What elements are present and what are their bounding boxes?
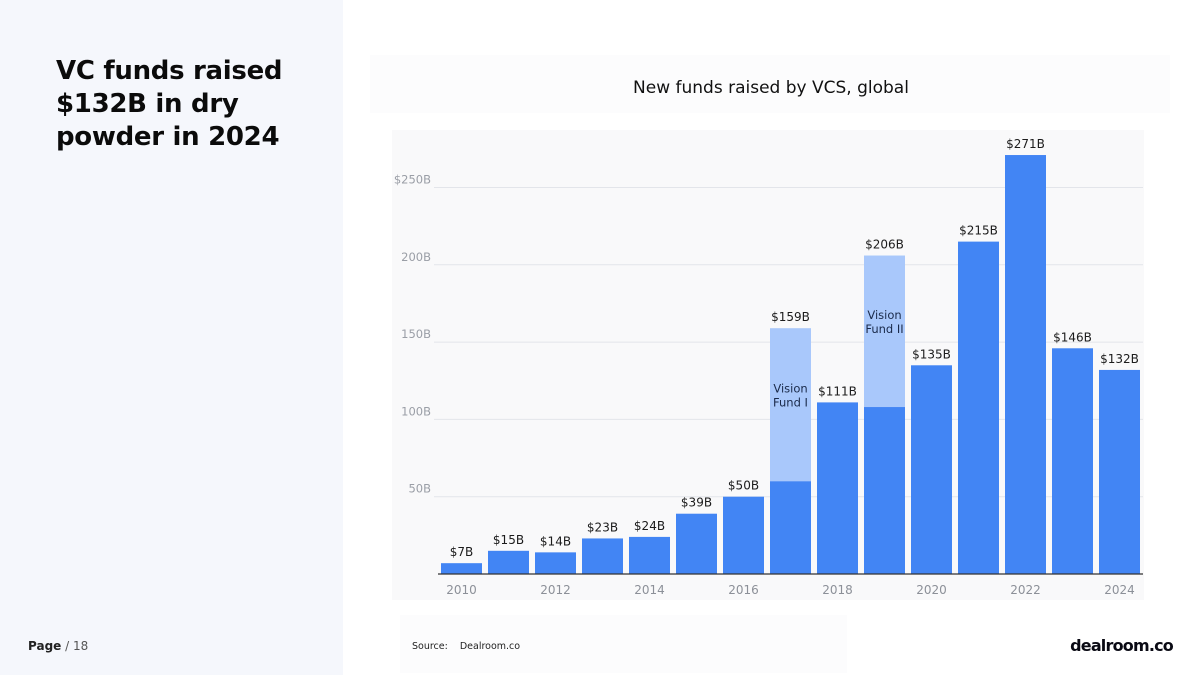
data-label: $159B [771,310,810,324]
data-label: $15B [493,533,524,547]
source-label: Source: [412,641,448,652]
data-label: $39B [681,496,712,510]
bar [1052,348,1093,574]
data-label: $24B [634,519,665,533]
page-number: Page / 18 [28,639,88,653]
dealroom-logo: dealroom.co [1070,636,1174,655]
data-label: $23B [587,520,618,534]
bar [582,538,623,574]
page-headline: VC funds raised $132B in dry powder in 2… [56,56,283,152]
data-label: $7B [450,545,474,559]
segment-label: Vision [773,381,807,395]
chart-title-box [370,55,1170,113]
bar-highlight-segment [864,255,905,408]
data-label: $215B [959,224,998,238]
segment-label: Fund I [773,395,808,409]
data-label: $14B [540,534,571,548]
segment-label: Vision [867,308,901,322]
bar [911,365,952,574]
data-label: $111B [818,384,857,398]
x-tick-label: 2014 [634,583,665,597]
data-label: $271B [1006,137,1045,151]
page-count: / 18 [61,639,89,653]
bar [958,241,999,575]
bar [1005,155,1046,574]
data-label: $135B [912,347,951,361]
x-tick-label: 2022 [1010,583,1041,597]
bar [723,496,764,574]
y-tick-label: 100B [401,404,431,418]
data-label: $50B [728,479,759,493]
x-tick-label: 2016 [728,583,759,597]
bar [770,481,811,574]
x-tick-label: 2024 [1104,583,1135,597]
x-tick-label: 2020 [916,583,947,597]
data-label: $206B [865,238,904,252]
bar [629,536,670,574]
bar [864,407,905,574]
source-note: Source: Dealroom.co [412,641,520,652]
bar [817,402,858,574]
bar [676,513,717,574]
y-tick-label: 200B [401,250,431,264]
left-panel [0,0,343,675]
data-label: $132B [1100,352,1139,366]
bar [535,552,576,574]
y-tick-label: 50B [408,482,431,496]
bar [1099,369,1140,574]
x-tick-label: 2018 [822,583,853,597]
bar-highlight-segment [770,328,811,482]
data-label: $146B [1053,330,1092,344]
x-tick-label: 2010 [446,583,477,597]
page-label: Page [28,639,62,653]
chart-title: New funds raised by VCS, global [633,78,909,98]
x-tick-label: 2012 [540,583,571,597]
y-tick-label: $250B [394,173,431,187]
source-box [400,615,847,673]
y-tick-label: 150B [401,327,431,341]
source-value: Dealroom.co [459,641,521,652]
segment-label: Fund II [865,322,903,336]
bar [488,550,529,574]
bar [441,563,482,574]
